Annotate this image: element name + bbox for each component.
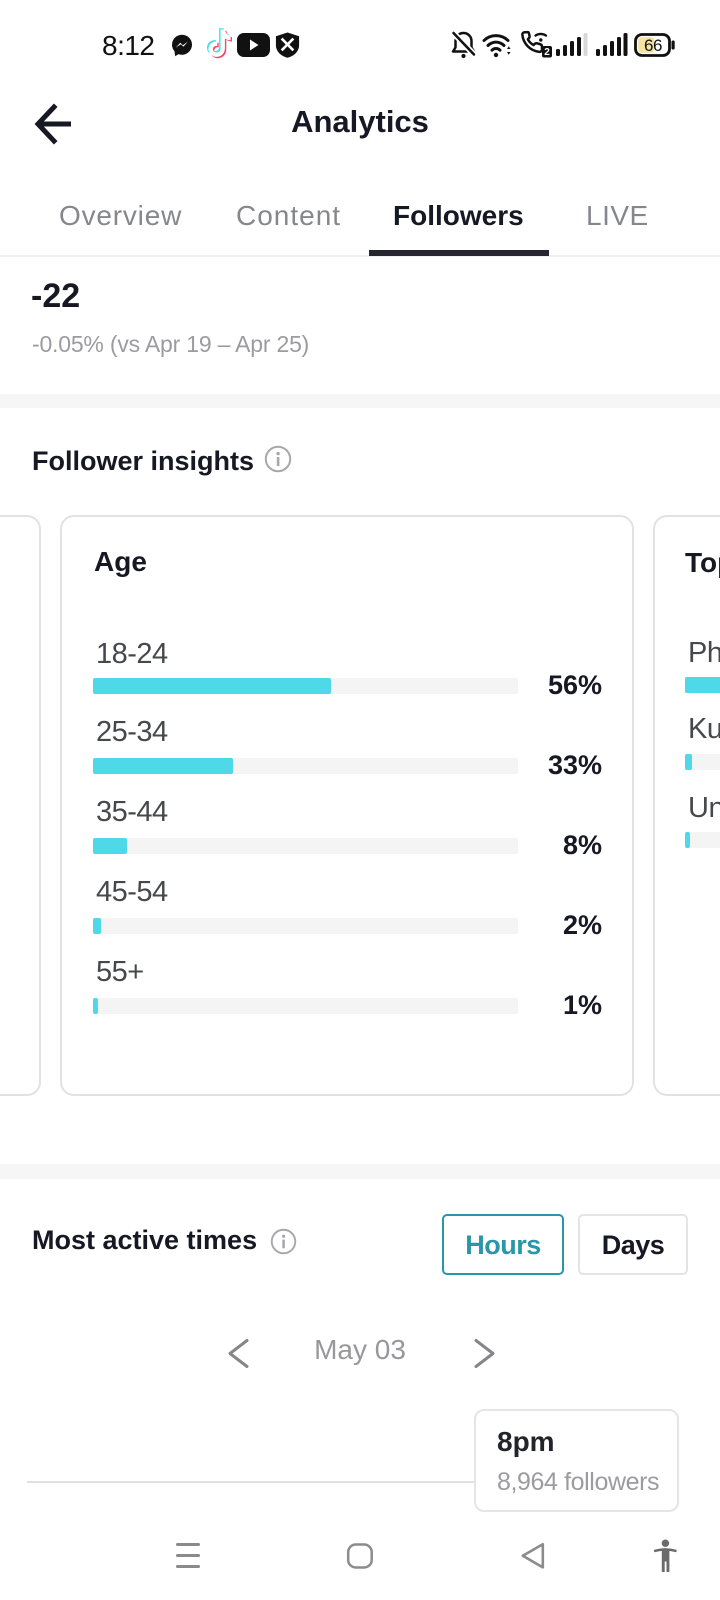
svg-text:2: 2 bbox=[544, 47, 550, 58]
svg-text:66: 66 bbox=[644, 36, 662, 55]
